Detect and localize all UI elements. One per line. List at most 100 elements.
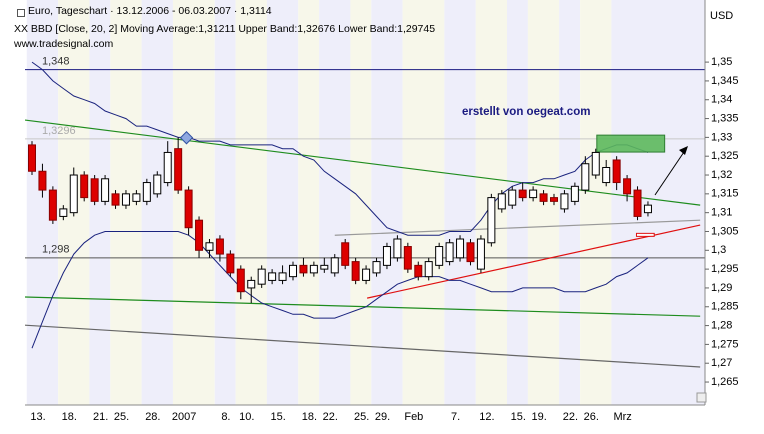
x-tick-label: 8. [221,411,230,423]
title: Euro, Tageschart · 13.12.2006 - 06.03.20… [28,5,272,17]
candle-body [309,264,318,274]
y-tick-label: 1,315 [711,188,739,200]
candle-body [362,268,371,281]
candle-body [633,189,642,217]
candle-body [205,242,214,251]
x-tick-label: 15. [511,411,526,423]
candle-body [435,246,444,266]
candle-body [80,174,89,199]
y-tick-label: 1,325 [711,150,739,162]
y-tick-label: 1,28 [711,319,732,331]
candle-body [581,163,590,191]
candle-body [570,185,579,202]
candle-body [101,178,110,202]
candle-body [382,246,391,266]
y-tick-label: 1,3 [711,244,726,256]
y-tick-label: 1,275 [711,338,739,350]
y-tick-label: 1,31 [711,207,732,219]
candle-body [163,151,172,184]
y-tick-label: 1,35 [711,56,732,68]
candle-body [612,159,621,184]
y-tick-label: 1,29 [711,282,732,294]
x-tick-label: 25. [354,411,369,423]
x-tick-label: 22. [563,411,578,423]
candle-body [393,238,402,259]
y-tick-label: 1,32 [711,169,732,181]
candle-body [174,148,183,191]
bollinger-band [31,61,649,236]
background-band [444,0,476,405]
x-tick-label: 2007 [172,411,196,423]
candle-body [487,197,496,244]
candle-body [299,264,308,274]
candle-body [508,189,517,206]
candle-body [529,189,538,199]
title-icon [17,9,25,17]
candle-body [69,174,78,214]
background-band [235,0,267,405]
candle-body [591,151,600,176]
candle-body [153,174,162,195]
candle-body [351,261,360,281]
candle-body [643,204,652,214]
y-tick-label: 1,27 [711,357,732,369]
candle-body [445,242,454,263]
candle-body [121,193,130,206]
source: www.tradesignal.com [14,38,114,50]
y-axis-label: USD [710,10,733,22]
candle-body [59,208,68,217]
background-band [559,0,581,405]
background-band [298,0,320,405]
trend-line [25,296,701,317]
background-band [172,0,215,405]
candle-body [142,182,151,202]
x-tick-label: Mrz [613,411,631,423]
candle-body [184,189,193,229]
watermark: erstellt von oegeat.com [462,106,590,118]
candle-body [497,193,506,210]
x-tick-label: 18. [302,411,317,423]
trend-line [25,324,701,368]
candle-body [602,166,611,184]
background-band [507,0,528,405]
candle-body [226,253,235,274]
y-tick-label: 1,285 [711,301,739,313]
y-tick-label: 1,335 [711,112,739,124]
x-tick-label: 29. [375,411,390,423]
trend-line [366,224,701,299]
candle-body [518,189,527,199]
candle-body [215,238,224,255]
x-tick-label: 22. [323,411,338,423]
scroll-icon[interactable] [696,392,707,403]
candle-body [341,242,350,266]
target-box [596,134,666,153]
candle-body [48,189,57,221]
candle-body [247,279,256,289]
candle-body [268,272,277,281]
y-tick-label: 1,34 [711,94,732,106]
arrow-head [679,146,688,155]
stop-box [635,232,655,237]
candle-body [456,238,465,259]
x-tick-label: 18. [62,411,77,423]
candle-body [550,197,558,202]
candle-body [414,264,423,278]
y-tick-label: 1,295 [711,263,739,275]
x-tick-label: 25. [114,411,129,423]
trend-line [334,219,701,236]
candle-body [257,268,266,285]
candle-body [372,261,381,274]
arrow [654,148,687,196]
level-label: 1,3296 [42,125,76,137]
y-tick-label: 1,33 [711,131,732,143]
background-band [319,0,351,405]
candle-body [560,193,569,210]
candle-body [236,268,245,293]
background-band [141,0,173,405]
plot-area: 1,348 1,3296 1,298 [25,56,705,368]
subtitle: XX BBD [Close, 20, 2] Moving Average:1,3… [14,23,436,35]
x-tick-label: 28. [145,411,160,423]
background-band [350,0,372,405]
